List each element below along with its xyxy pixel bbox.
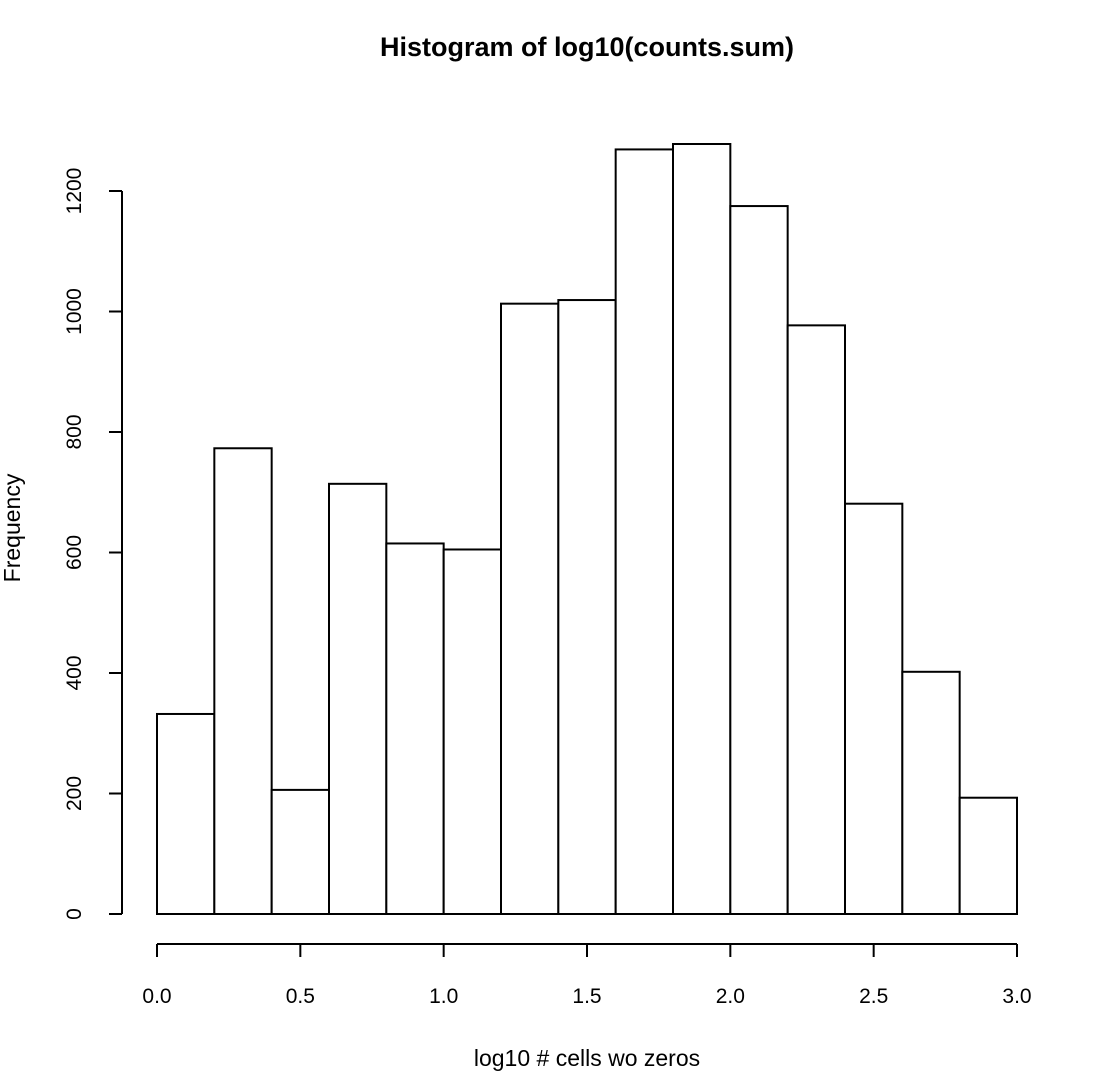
histogram-bar: [786, 324, 847, 916]
x-axis: 0.0 0.5 1.0 1.5 2.0 2.5 3.0: [142, 943, 1032, 1008]
chart-title: Histogram of log10(counts.sum): [380, 32, 794, 62]
histogram-bar: [270, 788, 330, 916]
x-axis-label: log10 # cells wo zeros: [474, 1045, 700, 1071]
histogram-bar: [442, 548, 502, 915]
x-tick-label: 3.0: [1002, 985, 1031, 1008]
x-tick-label: 0.0: [142, 985, 171, 1008]
y-tick-label: 1200: [63, 168, 86, 215]
x-tick-label: 1.0: [429, 985, 458, 1008]
histogram-bar: [729, 205, 789, 915]
y-tick-label: 0: [63, 908, 86, 920]
y-tick-label: 200: [63, 776, 86, 811]
histogram-bar: [328, 482, 388, 915]
histogram-bar: [672, 143, 732, 915]
x-tick-label: 2.5: [859, 985, 888, 1008]
histogram-bar: [557, 299, 617, 915]
histogram-bar: [958, 796, 1019, 916]
histogram-bar: [500, 302, 560, 916]
histogram-bar: [901, 670, 961, 915]
y-tick-label: 600: [63, 535, 86, 570]
histogram-bar: [213, 447, 273, 915]
y-axis: 0 200 400 600 800 1000 1200: [63, 168, 123, 920]
x-tick-label: 2.0: [716, 985, 745, 1008]
histogram-bar: [614, 148, 675, 916]
histogram-bars: [156, 143, 1019, 916]
histogram-bar: [844, 502, 904, 915]
x-tick-label: 0.5: [286, 985, 315, 1008]
y-tick-label: 400: [63, 655, 86, 690]
histogram-bar: [156, 712, 216, 915]
histogram-bar: [385, 542, 445, 916]
y-tick-label: 1000: [63, 288, 86, 335]
x-tick-label: 1.5: [572, 985, 601, 1008]
y-axis-label: Frequency: [0, 473, 25, 582]
y-tick-label: 800: [63, 414, 86, 449]
